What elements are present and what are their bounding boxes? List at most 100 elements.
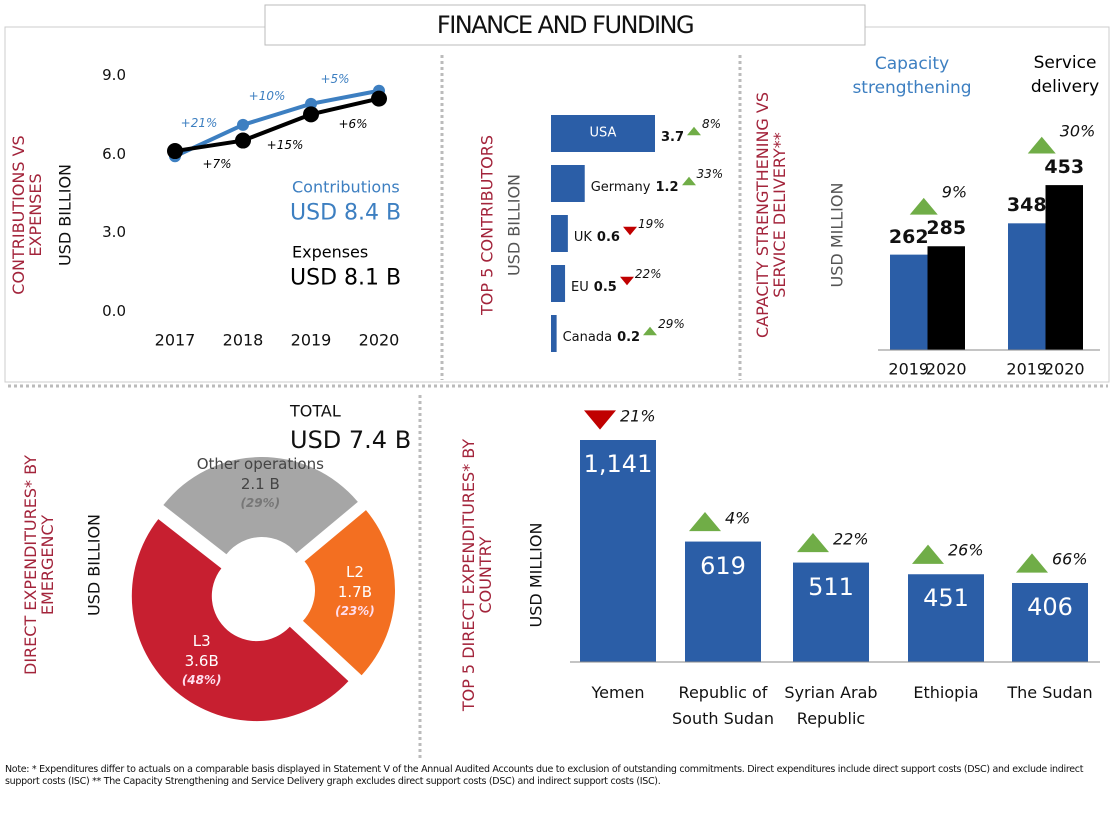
bar (551, 315, 557, 352)
value-label: 511 (808, 572, 854, 601)
change-icon (681, 176, 696, 186)
value-label: 0.5 (593, 279, 617, 295)
title: FINANCE AND FUNDING (436, 11, 695, 39)
change-label: 22% (833, 529, 869, 549)
x-tick-label: 2020 (1043, 359, 1085, 379)
category-label: EU (571, 279, 589, 295)
change-icon (619, 276, 634, 286)
change-arrow (584, 410, 616, 430)
bar-annotation: 3.7 8% (661, 117, 721, 157)
note: Note: * Expenditures differ to actuals o… (5, 764, 1084, 787)
change-arrow (619, 276, 634, 286)
change-label: +15% (266, 138, 304, 153)
change-arrow (797, 532, 829, 553)
y-axis-label: TOP 5 CONTRIBUTORS (477, 134, 497, 316)
bar-annotation: Canada 0.2 29% (563, 317, 685, 357)
bar-annotation: EU 0.5 22% (571, 267, 661, 307)
bar (685, 541, 761, 662)
legend-total: USD 8.4 B (290, 200, 402, 226)
change-label: 19% (637, 217, 665, 231)
change-label: +5% (320, 72, 350, 87)
x-tick-label: Republic of South Sudan (672, 683, 774, 728)
y-axis-unit: USD BILLION (55, 163, 75, 267)
change-arrow (681, 176, 696, 186)
title-box (264, 4, 866, 46)
bar-annotation: Germany 1.2 33% (591, 167, 723, 207)
change-label: 8% (702, 117, 722, 131)
x-tick-label: 2017 (154, 330, 196, 350)
bar (1008, 223, 1046, 350)
bar (890, 254, 928, 350)
x-tick-label: The Sudan (1007, 683, 1093, 702)
category-label: Germany (590, 179, 651, 195)
change-arrow (689, 511, 721, 532)
change-icon (622, 226, 637, 236)
total-label: TOTAL (290, 401, 341, 421)
change-icon (687, 126, 702, 136)
x-tick-label: 2019 (290, 330, 332, 350)
y-axis-unit: USD MILLION (827, 182, 847, 288)
change-label: 66% (1052, 549, 1088, 569)
bar (927, 246, 965, 350)
x-tick-label: Yemen (591, 683, 645, 702)
segment-label: L3 (192, 631, 211, 650)
change-arrow (687, 126, 702, 136)
change-arrow (909, 197, 938, 215)
segment-percent: (23%) (335, 604, 375, 619)
change-arrow (912, 544, 944, 564)
point (371, 90, 387, 107)
y-axis-unit: USD BILLION (84, 513, 104, 617)
segment-percent: (29%) (240, 496, 281, 510)
change-label: 4% (725, 508, 751, 528)
point (237, 118, 249, 131)
change-label: 33% (696, 167, 724, 181)
bar (551, 265, 566, 302)
category-label: Service delivery (1030, 53, 1100, 97)
x-tick-label: 2020 (925, 359, 967, 379)
line (174, 88, 380, 159)
x-tick-label: 2018 (222, 330, 264, 350)
value-label: 348 (1006, 194, 1047, 217)
category-label: UK (573, 229, 592, 245)
change-label: 9% (941, 182, 968, 202)
y-tick-label: 3.0 (102, 223, 126, 242)
value-label: 451 (923, 584, 969, 613)
y-axis-unit: USD MILLION (526, 522, 546, 628)
segment-label: L2 (346, 563, 364, 582)
y-tick-label: 9.0 (102, 66, 126, 84)
legend-name: Contributions (292, 177, 400, 197)
change-label: 29% (658, 317, 685, 331)
x-tick-label: 2019 (1006, 359, 1048, 379)
change-arrow (643, 326, 658, 336)
value-label: 262 (888, 225, 929, 248)
change-label: +7% (202, 156, 232, 171)
bar (1045, 185, 1083, 350)
donut-segment (131, 519, 349, 722)
y-axis-label: DIRECT EXPENDITURES* BY EMERGENCY (21, 455, 57, 675)
change-label: 26% (948, 540, 984, 560)
legend-total: USD 8.1 B (290, 265, 402, 291)
bar (551, 165, 585, 202)
point (235, 132, 251, 149)
x-tick-label: 2020 (358, 330, 400, 350)
x-tick-label: Syrian Arab Republic (784, 683, 878, 728)
value-label: 619 (700, 551, 746, 580)
change-arrow (1016, 553, 1048, 573)
segment-value: 1.7B (337, 583, 373, 602)
y-axis-label: CAPACITY STRENGTHENING VS SERVICE DELIVE… (753, 91, 789, 339)
y-axis-unit: USD BILLION (504, 173, 524, 277)
x-tick-label: 2019 (888, 359, 930, 379)
point (303, 106, 319, 123)
point (305, 97, 317, 110)
bar-annotation: UK 0.6 19% (574, 217, 665, 257)
y-tick-label: 0.0 (102, 302, 126, 320)
segment-label: Other operations (196, 455, 324, 473)
value-label: 0.2 (617, 329, 641, 345)
bar (551, 115, 655, 152)
value-label: 285 (926, 217, 967, 240)
x-tick-label: Ethiopia (913, 683, 979, 702)
change-label: +6% (338, 117, 368, 132)
donut-segment (163, 457, 358, 555)
bar (580, 440, 656, 662)
